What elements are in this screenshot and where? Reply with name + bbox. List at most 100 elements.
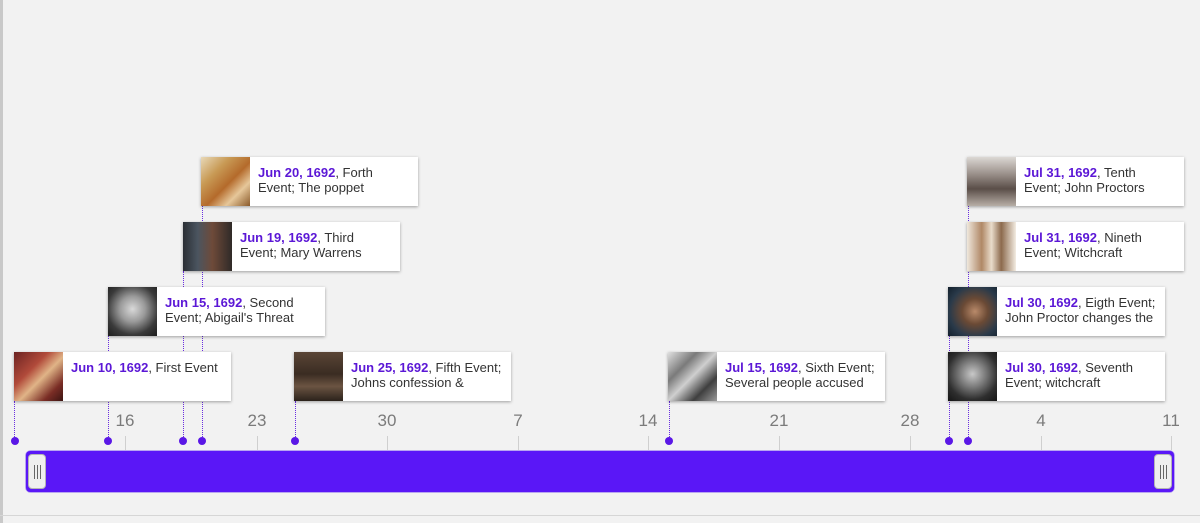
event-date: Jun 10, 1692 [71,360,149,375]
axis-tick-label: 11 [1162,411,1180,430]
event-text: Jul 30, 1692, Eigth Event; John Proctor … [997,287,1163,336]
event-date: Jun 25, 1692 [351,360,429,375]
axis-tick-mark [125,436,126,450]
event-date: Jun 20, 1692 [258,165,336,180]
event-text: Jun 10, 1692, First Event [63,352,226,401]
event-subtitle: Several people accused [725,375,864,390]
axis-tick-mark [518,436,519,450]
axis-tick-mark [1041,436,1042,450]
event-connector [669,401,670,439]
event-marker[interactable] [665,437,673,445]
axis-tick-label: 30 [377,411,397,430]
event-thumbnail [967,157,1016,206]
grip-line-icon [1165,464,1167,479]
event-subtitle: Event; Abigail's Threat [165,310,294,325]
event-connector [14,401,15,439]
event-thumbnail [183,222,232,271]
event-card[interactable]: Jul 31, 1692, Nineth Event; Witchcraft [967,222,1184,271]
grip-line-icon [39,464,41,479]
event-thumbnail [294,352,343,401]
axis-tick-label: 4 [1036,411,1046,430]
event-text: Jul 31, 1692, Tenth Event; John Proctors [1016,157,1153,206]
event-card[interactable]: Jul 15, 1692, Sixth Event; Several peopl… [668,352,885,401]
event-card[interactable]: Jul 30, 1692, Eigth Event; John Proctor … [948,287,1165,336]
event-date: Jul 30, 1692 [1005,360,1078,375]
event-thumbnail [14,352,63,401]
event-date: Jul 30, 1692 [1005,295,1078,310]
event-date: Jul 31, 1692 [1024,165,1097,180]
event-text: Jun 20, 1692, Forth Event; The poppet [250,157,381,206]
left-border [0,0,3,523]
event-title: , Eigth Event; [1078,295,1156,310]
axis-tick-mark [257,436,258,450]
event-marker[interactable] [179,437,187,445]
event-date: Jun 19, 1692 [240,230,318,245]
grip-line-icon [36,464,38,479]
grip-line-icon [1162,464,1164,479]
event-date: Jul 15, 1692 [725,360,798,375]
range-scroller-thumb[interactable] [26,451,1174,492]
event-subtitle: Johns confession & [351,375,464,390]
bottom-border [0,515,1200,516]
event-card[interactable]: Jun 20, 1692, Forth Event; The poppet [201,157,418,206]
axis-tick-mark [910,436,911,450]
event-card[interactable]: Jun 10, 1692, First Event [14,352,231,401]
event-title: , Sixth Event; [798,360,875,375]
event-title: , First Event [148,360,218,375]
event-text: Jul 30, 1692, Seventh Event; witchcraft [997,352,1141,401]
event-thumbnail [108,287,157,336]
event-text: Jul 31, 1692, Nineth Event; Witchcraft [1016,222,1150,271]
event-title: , Nineth [1097,230,1142,245]
event-marker[interactable] [198,437,206,445]
axis-tick-label: 21 [769,411,789,430]
axis-tick-label: 23 [247,411,267,430]
event-connector [295,401,296,439]
grip-line-icon [33,464,35,479]
event-text: Jun 25, 1692, Fifth Event; Johns confess… [343,352,509,401]
event-marker[interactable] [964,437,972,445]
event-title: , Third [317,230,354,245]
event-subtitle: Event; John Proctors [1024,180,1145,195]
event-text: Jun 15, 1692, Second Event; Abigail's Th… [157,287,302,336]
event-thumbnail [948,287,997,336]
event-card[interactable]: Jun 25, 1692, Fifth Event; Johns confess… [294,352,511,401]
event-text: Jul 15, 1692, Sixth Event; Several peopl… [717,352,883,401]
axis-tick-label: 7 [513,411,523,430]
axis-tick-label: 16 [115,411,135,430]
event-title: , Second [242,295,294,310]
event-marker[interactable] [291,437,299,445]
event-marker[interactable] [11,437,19,445]
axis-tick-mark [1171,436,1172,450]
event-thumbnail [967,222,1016,271]
event-title: , Tenth [1097,165,1136,180]
event-date: Jul 31, 1692 [1024,230,1097,245]
event-subtitle: Event; Witchcraft [1024,245,1123,260]
event-card[interactable]: Jul 31, 1692, Tenth Event; John Proctors [967,157,1184,206]
range-right-handle[interactable] [1154,454,1172,489]
range-left-handle[interactable] [28,454,46,489]
axis-tick-label: 14 [638,411,658,430]
event-card[interactable]: Jun 15, 1692, Second Event; Abigail's Th… [108,287,325,336]
event-text: Jun 19, 1692, Third Event; Mary Warrens [232,222,370,271]
event-thumbnail [668,352,717,401]
event-card[interactable]: Jun 19, 1692, Third Event; Mary Warrens [183,222,400,271]
event-thumbnail [948,352,997,401]
grip-line-icon [1159,464,1161,479]
event-thumbnail [201,157,250,206]
event-title: , Seventh [1078,360,1133,375]
event-subtitle: Event; The poppet [258,180,365,195]
event-title: , Fifth Event; [428,360,502,375]
event-title: , Forth [335,165,373,180]
event-subtitle: Event; witchcraft [1005,375,1101,390]
event-date: Jun 15, 1692 [165,295,243,310]
axis-tick-mark [387,436,388,450]
axis-tick-label: 28 [900,411,920,430]
event-marker[interactable] [104,437,112,445]
axis-tick-mark [648,436,649,450]
event-subtitle: John Proctor changes the [1005,310,1154,325]
event-marker[interactable] [945,437,953,445]
axis-tick-mark [779,436,780,450]
event-subtitle: Event; Mary Warrens [240,245,362,260]
event-card[interactable]: Jul 30, 1692, Seventh Event; witchcraft [948,352,1165,401]
